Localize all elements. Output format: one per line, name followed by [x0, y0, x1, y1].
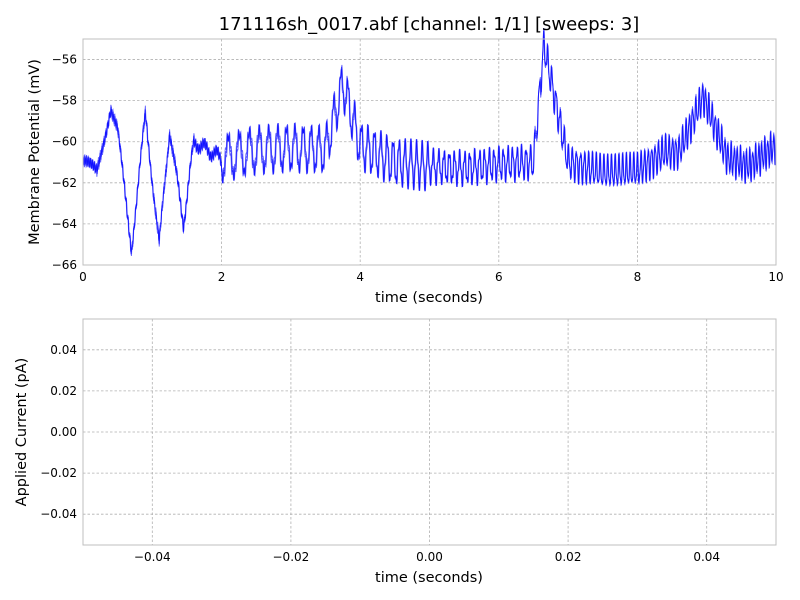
- membrane-potential-plot: 0 2 4 6 8 10 −56 −58 −60 −62 −64 −66 171116sh_0017…: [27, 14, 784, 306]
- grid: [83, 319, 776, 545]
- x-tick-label: 0.00: [416, 550, 443, 564]
- x-tick-label: 10: [768, 270, 783, 284]
- y-tick-label: −64: [52, 217, 77, 231]
- applied-current-plot: −0.04 −0.02 0.00 0.02 0.04 0.04 0.02 0.00 −0.02…: [14, 318, 777, 586]
- y-tick-label: −66: [52, 258, 77, 272]
- y-tick-label: −0.04: [40, 507, 77, 521]
- x-axis-label: time (seconds): [375, 570, 483, 586]
- y-tick-label: 0.02: [50, 384, 77, 398]
- y-tick-label: 0.04: [50, 343, 77, 357]
- y-tick-label: −56: [52, 53, 77, 67]
- x-tick-label: −0.02: [273, 550, 310, 564]
- y-tick-labels: 0.04 0.02 0.00 −0.02 −0.04: [40, 343, 77, 521]
- voltage-trace: [82, 28, 777, 257]
- y-tick-label: −60: [52, 135, 77, 149]
- chart-title: 171116sh_0017.abf [channel: 1/1] [sweeps…: [219, 14, 640, 35]
- x-tick-label: 4: [356, 270, 364, 284]
- y-axis-label: Applied Current (pA): [14, 358, 30, 507]
- x-tick-label: 0.02: [555, 550, 582, 564]
- x-axis-label: time (seconds): [375, 290, 483, 306]
- y-tick-labels: −56 −58 −60 −62 −64 −66: [52, 53, 77, 272]
- x-tick-label: 0.04: [693, 550, 720, 564]
- x-tick-labels: 0 2 4 6 8 10: [79, 270, 783, 284]
- y-tick-label: −0.02: [40, 466, 77, 480]
- x-tick-label: 0: [79, 270, 87, 284]
- y-tick-label: −58: [52, 94, 77, 108]
- plot-frame: [82, 318, 777, 546]
- plot-frame: [82, 38, 777, 266]
- y-tick-label: 0.00: [50, 425, 77, 439]
- x-tick-label: 2: [218, 270, 226, 284]
- x-tick-label: −0.04: [134, 550, 171, 564]
- x-tick-label: 6: [495, 270, 503, 284]
- y-axis-label: Membrane Potential (mV): [27, 59, 43, 245]
- x-tick-labels: −0.04 −0.02 0.00 0.02 0.04: [134, 550, 720, 564]
- sweep-line: [82, 30, 777, 252]
- x-tick-label: 8: [634, 270, 642, 284]
- y-tick-label: −62: [52, 176, 77, 190]
